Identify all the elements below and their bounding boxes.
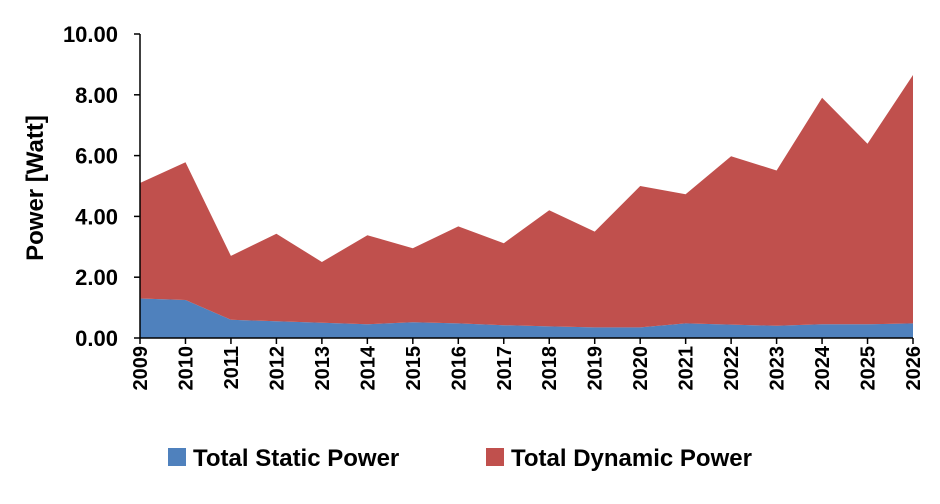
area-series-dynamic <box>140 75 913 328</box>
y-tick-label: 10.00 <box>63 22 118 47</box>
legend-swatch-static <box>168 448 186 466</box>
y-tick-label: 8.00 <box>75 83 118 108</box>
x-tick-label: 2010 <box>176 346 198 391</box>
axes <box>134 33 914 344</box>
x-tick-label: 2009 <box>130 346 152 391</box>
x-tick-label: 2012 <box>266 346 288 391</box>
legend-label-static: Total Static Power <box>193 445 399 472</box>
x-tick-label: 2024 <box>812 345 834 390</box>
y-tick-labels: 0.00 2.00 4.00 6.00 8.00 10.00 <box>63 22 118 351</box>
legend-swatch-dynamic <box>486 448 504 466</box>
x-tick-label: 2026 <box>903 346 925 391</box>
x-tick-label: 2022 <box>721 346 743 391</box>
x-tick-label: 2017 <box>494 346 516 391</box>
x-tick-label: 2015 <box>403 346 425 391</box>
legend-label-dynamic: Total Dynamic Power <box>511 445 752 472</box>
x-tick-label: 2011 <box>221 346 243 389</box>
area-series-static <box>140 298 913 338</box>
x-tick-label: 2023 <box>767 346 789 391</box>
x-tick-label: 2020 <box>630 346 652 391</box>
plot-areas <box>140 75 913 338</box>
y-tick-label: 4.00 <box>75 204 118 229</box>
x-tick-label: 2018 <box>539 346 561 391</box>
legend: Total Static Power Total Dynamic Power <box>168 445 752 472</box>
x-tick-label: 2016 <box>448 346 470 391</box>
x-tick-label: 2025 <box>858 346 880 391</box>
y-tick-label: 0.00 <box>75 326 118 351</box>
y-axis-title: Power [Watt] <box>22 115 49 261</box>
x-tick-label: 2019 <box>585 346 607 391</box>
x-tick-label: 2021 <box>676 346 698 391</box>
y-tick-label: 6.00 <box>75 144 118 169</box>
x-tick-label: 2013 <box>312 346 334 391</box>
y-tick-label: 2.00 <box>75 265 118 290</box>
x-tick-labels: 2009 2010 2011 2012 2013 2014 2015 2016 2017 2018… <box>130 345 925 390</box>
x-tick-label: 2014 <box>357 345 379 390</box>
